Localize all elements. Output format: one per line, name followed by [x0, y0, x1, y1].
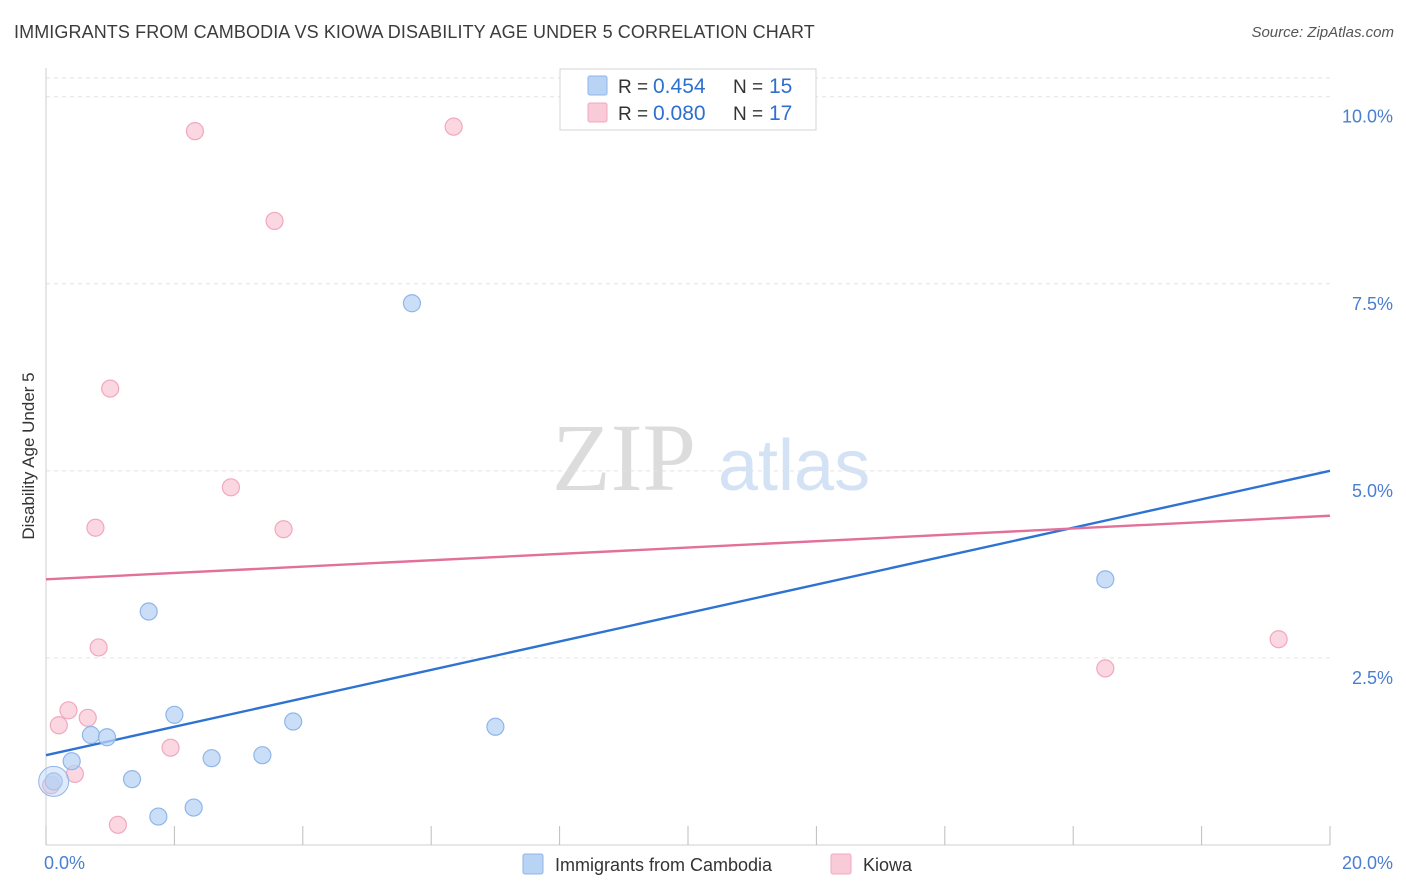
x-tick-label-0: 0.0%: [44, 853, 85, 873]
point-cambodia-11: [284, 712, 303, 731]
y-tick-label-1: 5.0%: [1352, 481, 1393, 501]
watermark: ZIP atlas: [552, 404, 870, 511]
point-kiowa-11: [221, 478, 240, 497]
point-cambodia-1: [62, 752, 81, 771]
stats-legend: R = 0.454 N = 15 R = 0.080 N = 17: [559, 68, 817, 131]
legend-r-value-cambodia: 0.454: [653, 75, 706, 98]
y-tick-labels: 2.5% 5.0% 7.5% 10.0%: [1342, 107, 1393, 688]
legend-r-label-cambodia: R =: [618, 77, 648, 98]
point-kiowa-14: [444, 117, 463, 136]
x-tick-label-1: 20.0%: [1342, 853, 1393, 873]
point-cambodia-8: [184, 798, 203, 817]
point-kiowa-12: [265, 211, 284, 231]
point-cambodia-13: [486, 717, 505, 736]
legend-swatch-kiowa: [587, 102, 608, 123]
legend-swatch-cambodia: [587, 75, 608, 96]
series-legend: Immigrants from Cambodia Kiowa: [522, 853, 913, 875]
point-cambodia-7: [165, 705, 184, 724]
watermark-zip: ZIP: [552, 404, 696, 511]
data-points: [38, 117, 1288, 834]
source-label: Source: ZipAtlas.com: [1251, 24, 1394, 41]
y-tick-label-0: 2.5%: [1352, 668, 1393, 688]
chart-title: IMMIGRANTS FROM CAMBODIA VS KIOWA DISABI…: [14, 22, 815, 42]
trend-line-kiowa: [45, 514, 1331, 581]
legend-n-value-cambodia: 15: [769, 75, 792, 98]
legend-r-value-kiowa: 0.080: [653, 102, 706, 125]
point-kiowa-7: [101, 379, 120, 398]
point-cambodia-0: [44, 772, 63, 791]
series-legend-swatch-kiowa: [830, 853, 852, 875]
point-cluster-origin: [38, 765, 70, 797]
point-kiowa-13: [274, 520, 293, 539]
point-cambodia-10: [253, 746, 272, 765]
point-kiowa-2: [59, 701, 78, 720]
point-cambodia-14: [1096, 570, 1115, 589]
point-cambodia-3: [97, 728, 117, 747]
legend-r-label-kiowa: R =: [618, 104, 648, 125]
series-legend-swatch-cambodia: [522, 853, 544, 875]
watermark-atlas: atlas: [718, 426, 870, 506]
y-tick-label-3: 10.0%: [1342, 107, 1393, 127]
series-legend-label-kiowa: Kiowa: [863, 855, 913, 875]
y-axis-label: Disability Age Under 5: [19, 372, 38, 539]
legend-n-value-kiowa: 17: [769, 102, 792, 125]
x-tick-labels: 0.0% 20.0%: [44, 853, 1393, 873]
point-kiowa-8: [108, 815, 128, 834]
point-kiowa-5: [86, 518, 105, 537]
axes: [45, 68, 1331, 846]
point-kiowa-6: [89, 638, 108, 657]
trend-line-cambodia: [45, 469, 1331, 757]
point-cambodia-9: [202, 749, 221, 768]
legend-n-label-kiowa: N =: [733, 104, 763, 125]
point-cambodia-6: [149, 807, 168, 826]
point-kiowa-15: [1096, 659, 1115, 678]
y-tick-label-2: 7.5%: [1352, 294, 1393, 314]
point-kiowa-1: [49, 716, 68, 735]
point-kiowa-16: [1269, 630, 1288, 649]
point-cambodia-4: [122, 770, 142, 789]
point-kiowa-4: [78, 708, 97, 727]
point-kiowa-9: [161, 738, 180, 757]
trend-lines: [45, 469, 1331, 757]
series-legend-label-cambodia: Immigrants from Cambodia: [555, 855, 773, 875]
point-cambodia-12: [402, 294, 422, 313]
point-cambodia-5: [139, 602, 158, 621]
point-cambodia-2: [81, 725, 101, 745]
point-kiowa-10: [185, 122, 205, 141]
legend-n-label-cambodia: N =: [733, 77, 763, 98]
